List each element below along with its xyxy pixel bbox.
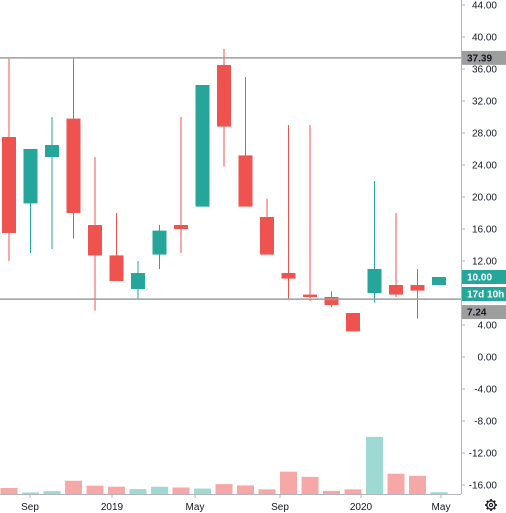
price-tag-37-39-bg (462, 50, 506, 65)
y-tick-label: 16.00 (472, 225, 497, 236)
y-tick-label: 32.00 (472, 97, 497, 108)
candle-body (367, 269, 382, 293)
volume-bar (194, 488, 211, 494)
y-tick-label: 28.00 (472, 129, 497, 140)
countdown-tag-bg (462, 287, 506, 301)
candle-body (131, 273, 145, 289)
volume-bar (65, 480, 82, 494)
price-axis-panel[interactable] (461, 0, 506, 513)
gear-tooth (486, 500, 489, 503)
price-tags: 37.39 10.00 17d 10h 7.24 (462, 50, 506, 320)
candle-body (2, 137, 16, 233)
candle-body (88, 225, 102, 256)
candle-body (109, 255, 124, 281)
candle-body (432, 277, 446, 285)
y-tick-label: 40.00 (472, 33, 497, 44)
x-tick-label: Sep (21, 502, 39, 513)
candle-body (174, 225, 188, 229)
candle-body (260, 217, 274, 255)
last-price-tag: 10.00 (467, 273, 492, 284)
price-tag-7-24-bg (462, 305, 506, 320)
volume-bar (86, 485, 104, 494)
x-tick-label: 2019 (101, 502, 124, 513)
y-tick-label: -4.00 (474, 385, 497, 396)
y-tick-label: 12.00 (472, 257, 497, 268)
y-tick-label: 44.00 (472, 1, 497, 12)
volume-bar (409, 475, 426, 494)
candle-body (324, 297, 339, 305)
candle-body (346, 313, 360, 332)
volume-bar (151, 486, 168, 494)
candle-body (217, 65, 231, 127)
horizontal-lines (0, 57, 461, 300)
y-tick-label: 36.00 (472, 65, 497, 76)
volume-bar (323, 490, 340, 494)
volume-bar (366, 436, 383, 494)
volume-bar (108, 486, 125, 494)
candle-body (152, 230, 167, 255)
volume-bar (237, 485, 254, 494)
candle-body (195, 85, 210, 207)
volume-bar (172, 487, 190, 494)
last-price-tag-bg (462, 270, 506, 284)
candle-body (410, 285, 425, 291)
gear-tooth (486, 507, 489, 510)
settings-icon[interactable] (485, 499, 497, 511)
volume-bar (387, 473, 405, 494)
volume-bar (129, 489, 147, 494)
x-tick-label: 2020 (350, 502, 373, 513)
volume-bar (0, 488, 18, 494)
candle-body (23, 149, 38, 204)
volume-bar (258, 489, 276, 494)
volume-bar (22, 492, 39, 494)
volume-bar (215, 484, 233, 494)
y-tick-label: -8.00 (474, 417, 497, 428)
x-tick-label: May (432, 502, 451, 513)
candle-body (66, 118, 81, 213)
candle-body (238, 155, 253, 207)
volume-bars (0, 436, 448, 494)
volume-bar (344, 489, 362, 494)
candle-body (281, 273, 296, 279)
y-tick-label: 20.00 (472, 193, 497, 204)
price-tag-37-39: 37.39 (467, 53, 492, 64)
price-tag-7-24: 7.24 (467, 308, 487, 319)
x-ticks: Sep 2019 May Sep 2020 May (21, 494, 450, 513)
volume-bar (430, 492, 448, 494)
y-tick-label: 0.00 (478, 353, 498, 364)
y-tick-label: -16.00 (469, 481, 498, 492)
x-tick-label: May (186, 502, 205, 513)
candle-body (389, 285, 403, 295)
volume-bar (280, 471, 297, 494)
countdown-tag: 17d 10h (467, 290, 504, 301)
y-tick-label: 4.00 (478, 321, 498, 332)
y-tick-label: 24.00 (472, 161, 497, 172)
x-tick-label: Sep (271, 502, 289, 513)
candle-body (303, 294, 317, 297)
y-tick-label: -12.00 (469, 449, 498, 460)
gear-tooth (493, 500, 496, 503)
volume-bar (301, 476, 319, 494)
candle-body (45, 145, 59, 157)
gear-tooth (493, 507, 496, 510)
candles (2, 49, 446, 332)
volume-bar (43, 491, 61, 494)
